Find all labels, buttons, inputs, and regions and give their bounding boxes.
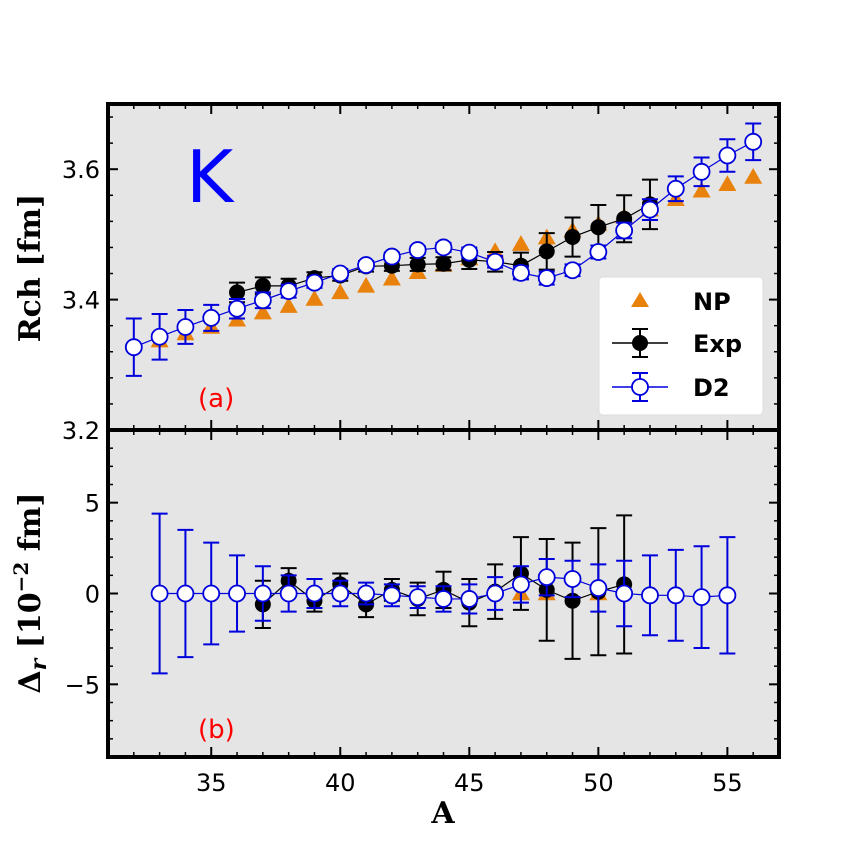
d2-point: [305, 273, 324, 292]
y-tick-label: 3.6: [62, 156, 100, 184]
d2-point: [486, 252, 505, 271]
np-point: [279, 297, 298, 313]
d2-point: [615, 584, 634, 603]
np-point: [305, 289, 324, 306]
legend-np-label: NP: [693, 288, 731, 316]
d2-point: [279, 282, 298, 301]
d2-point: [408, 241, 427, 259]
d2-point: [357, 256, 375, 274]
d2-point: [666, 179, 685, 198]
d2-point: [718, 586, 737, 605]
np-point: [253, 303, 272, 320]
legend-exp-label: Exp: [693, 330, 742, 358]
np-point: [692, 181, 711, 198]
d2-point: [150, 584, 169, 603]
y-tick-label: 3.2: [62, 417, 100, 445]
x-tick-label: 35: [196, 769, 227, 797]
d2-point: [460, 243, 479, 262]
d2-point: [666, 586, 685, 605]
np-point: [744, 168, 763, 184]
d2-point: [331, 264, 350, 283]
d2-point: [408, 588, 427, 607]
y-tick-label: 3.4: [62, 287, 100, 315]
d2-point: [124, 338, 143, 357]
exp-point: [254, 277, 271, 294]
exp-point: [229, 284, 246, 301]
d2-point: [537, 568, 556, 587]
d2-point: [512, 263, 530, 282]
panel-a: 3.2 3.4 3.6 K (a) NP Exp D2: [62, 102, 781, 445]
d2-point: [305, 584, 324, 603]
x-axis-title: A: [430, 796, 455, 831]
legend-d2-marker: [631, 378, 649, 396]
np-point: [382, 269, 401, 286]
d2-point: [641, 200, 659, 219]
y-axis-title-b: Δr [10−2 fm]: [9, 492, 52, 693]
y-tick-label: −5: [65, 671, 100, 699]
panel-b: −5 0 5 35 40 45 50 55 (b): [65, 428, 781, 797]
np-point: [718, 175, 737, 191]
legend: NP Exp D2: [598, 276, 764, 416]
d2-point: [563, 570, 582, 588]
d2-point: [150, 327, 169, 346]
exp-point: [564, 229, 581, 246]
legend-d2-label: D2: [693, 374, 730, 402]
d2-point: [202, 308, 221, 327]
d2-point: [434, 590, 453, 608]
d2-point: [692, 588, 711, 607]
d2-point: [357, 584, 375, 603]
d2-point: [512, 575, 530, 594]
element-label: K: [186, 135, 235, 219]
d2-point: [692, 162, 711, 181]
d2-point: [279, 584, 298, 603]
d2-point: [382, 586, 401, 605]
exp-point: [409, 256, 426, 273]
d2-point: [228, 584, 246, 603]
exp-point: [435, 255, 452, 272]
y-tick-label: 0: [85, 581, 100, 609]
np-point: [331, 283, 350, 300]
d2-point: [589, 243, 608, 261]
x-tick-label: 45: [454, 769, 485, 797]
y-tick-label: 5: [85, 490, 100, 518]
panel-b-label: (b): [198, 715, 235, 745]
d2-point: [253, 291, 272, 310]
d2-point: [563, 261, 582, 280]
d2-point: [253, 584, 272, 603]
d2-point: [589, 579, 608, 597]
d2-point: [641, 586, 659, 605]
axis-labels: A Rch [fm] Δr [10−2 fm]: [9, 194, 455, 831]
np-point: [511, 235, 530, 251]
d2-point: [176, 584, 195, 603]
np-point: [357, 276, 376, 293]
x-tick-label: 55: [712, 769, 743, 797]
exp-point: [590, 219, 607, 236]
d2-point: [228, 299, 246, 318]
x-tick-label: 40: [325, 769, 356, 797]
d2-point: [434, 238, 453, 257]
d2-point: [744, 132, 763, 151]
panel-a-label: (a): [198, 384, 234, 414]
d2-point: [537, 269, 556, 287]
panel-frame: [106, 428, 781, 759]
d2-point: [382, 247, 401, 266]
legend-np-marker: [631, 292, 649, 307]
exp-point: [538, 243, 555, 260]
d2-point: [176, 318, 195, 336]
d2-point: [331, 584, 350, 603]
d2-point: [202, 584, 221, 603]
d2-point: [718, 146, 737, 165]
y-axis-title-a: Rch [fm]: [13, 194, 48, 343]
d2-point: [615, 221, 634, 240]
d2-point: [460, 590, 479, 608]
legend-exp-marker: [632, 335, 648, 351]
d2-point: [486, 584, 505, 603]
x-tick-label: 50: [583, 769, 614, 797]
